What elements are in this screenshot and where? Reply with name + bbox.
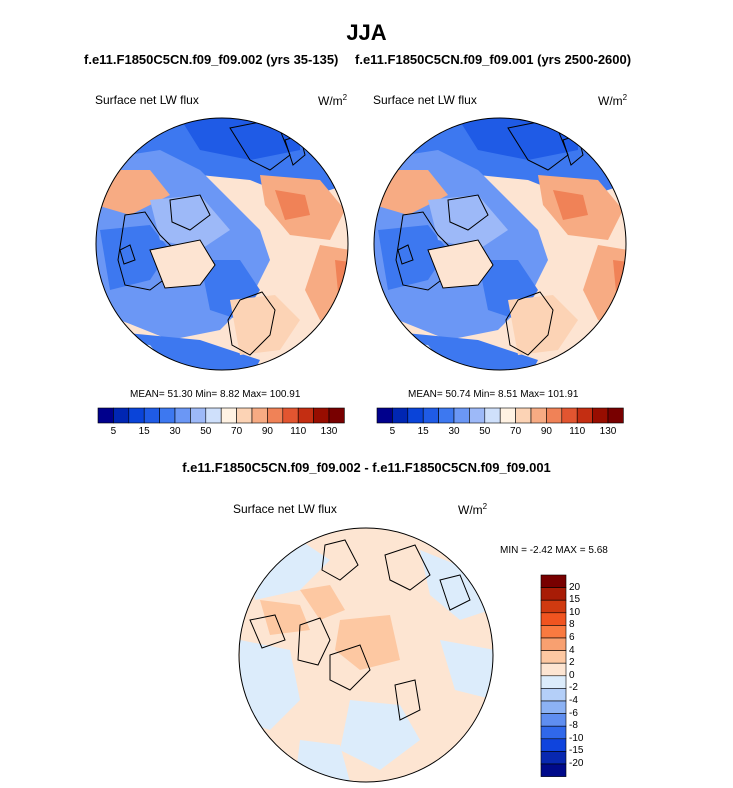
colorbar-swatch bbox=[561, 407, 578, 424]
right-case-title: f.e11.F1850C5CN.f09_f09.001 (yrs 2500-26… bbox=[355, 52, 632, 67]
colorbar-swatch bbox=[313, 407, 330, 424]
colorbar-swatch bbox=[540, 725, 567, 740]
colorbar-swatch bbox=[540, 751, 567, 765]
colorbar-swatch bbox=[376, 407, 393, 424]
colorbar-swatch bbox=[328, 407, 345, 424]
colorbar-tick-label: 20 bbox=[569, 581, 581, 593]
colorbar-tick-label: 70 bbox=[231, 426, 243, 437]
colorbar-swatch bbox=[540, 599, 567, 614]
colorbar-swatch bbox=[220, 407, 237, 424]
colorbar-swatch bbox=[469, 407, 486, 424]
colorbar-tick-label: 5 bbox=[389, 426, 396, 437]
diff-units: W/m2 bbox=[458, 502, 488, 517]
colorbar-tick-label: -10 bbox=[569, 732, 584, 744]
colorbar-tick-label: 90 bbox=[261, 426, 273, 437]
colorbar-tick-label: -6 bbox=[569, 707, 578, 719]
colorbar-swatch bbox=[236, 407, 253, 424]
colorbar-tick-label: 2 bbox=[569, 657, 575, 669]
left-case-title: f.e11.F1850C5CN.f09_f09.002 (yrs 35-135) bbox=[84, 52, 339, 67]
colorbar-tick-label: 0 bbox=[569, 669, 575, 681]
diff-variable-label: Surface net LW flux bbox=[233, 502, 337, 516]
panel2-stats: MEAN= 50.74 Min= 8.51 Max= 101.91 bbox=[408, 389, 579, 400]
colorbar-swatch bbox=[576, 407, 593, 424]
diff-colorbar bbox=[540, 574, 567, 777]
colorbar-swatch bbox=[540, 625, 567, 639]
colorbar-tick-label: 130 bbox=[599, 426, 617, 437]
colorbar-swatch bbox=[174, 407, 191, 424]
colorbar-swatch bbox=[190, 407, 207, 424]
colorbar-tick-label: -8 bbox=[569, 720, 578, 732]
colorbar-swatch bbox=[407, 407, 424, 424]
colorbar-tick-label: -15 bbox=[569, 745, 584, 757]
figure-title: JJA bbox=[346, 20, 387, 45]
panel1-variable-label: Surface net LW flux bbox=[95, 93, 199, 107]
colorbar-swatch bbox=[484, 407, 501, 424]
colorbar-swatch bbox=[438, 407, 455, 424]
colorbar-swatch bbox=[205, 407, 222, 424]
colorbar-swatch bbox=[540, 700, 567, 714]
colorbar-swatch bbox=[540, 650, 567, 664]
colorbar-tick-label: 6 bbox=[569, 632, 575, 643]
panel2-units: W/m2 bbox=[598, 93, 628, 108]
colorbar-swatch bbox=[546, 407, 563, 424]
colorbar-swatch bbox=[540, 637, 567, 651]
colorbar-swatch bbox=[282, 407, 299, 424]
colorbar-tick-label: 110 bbox=[290, 426, 307, 437]
colorbar-swatch bbox=[392, 407, 409, 424]
colorbar-swatch bbox=[540, 738, 567, 752]
colorbar-tick-label: -4 bbox=[569, 695, 578, 706]
colorbar-tick-label: 15 bbox=[138, 426, 150, 437]
colorbar-swatch bbox=[540, 763, 567, 777]
colorbar-swatch bbox=[540, 688, 567, 702]
colorbar-swatch bbox=[128, 407, 145, 424]
colorbar-tick-label: -2 bbox=[569, 682, 578, 694]
colorbar-swatch bbox=[530, 407, 547, 424]
colorbar-swatch bbox=[540, 713, 567, 727]
colorbar-swatch bbox=[267, 407, 284, 424]
colorbar-swatch bbox=[592, 407, 609, 424]
colorbar-tick-label: 50 bbox=[479, 426, 491, 437]
colorbar-swatch bbox=[515, 407, 532, 424]
panel2-map bbox=[373, 117, 627, 371]
panel2-variable-label: Surface net LW flux bbox=[373, 93, 477, 107]
colorbar-tick-label: 90 bbox=[540, 426, 552, 437]
colorbar-tick-label: 130 bbox=[320, 426, 338, 437]
colorbar-swatch bbox=[540, 587, 567, 601]
colorbar-swatch bbox=[540, 675, 567, 689]
colorbar-tick-label: 4 bbox=[569, 644, 575, 656]
colorbar-swatch bbox=[97, 407, 114, 424]
colorbar-swatch bbox=[251, 407, 268, 424]
colorbar-swatch bbox=[499, 407, 516, 424]
colorbar-swatch bbox=[297, 407, 314, 424]
panel1-units: W/m2 bbox=[318, 93, 348, 108]
panel1-stats: MEAN= 51.30 Min= 8.82 Max= 100.91 bbox=[130, 389, 301, 400]
colorbar-tick-label: 15 bbox=[417, 426, 429, 437]
colorbar-swatch bbox=[159, 407, 176, 424]
panel1-colorbar bbox=[97, 407, 345, 424]
colorbar-tick-label: 70 bbox=[510, 426, 522, 437]
colorbar-swatch bbox=[540, 612, 567, 626]
panel3-map bbox=[238, 527, 494, 783]
colorbar-swatch bbox=[143, 407, 160, 424]
colorbar-tick-label: -20 bbox=[569, 758, 584, 769]
colorbar-tick-label: 50 bbox=[200, 426, 212, 437]
colorbar-swatch bbox=[453, 407, 470, 424]
diff-stats: MIN = -2.42 MAX = 5.68 bbox=[500, 545, 608, 556]
colorbar-tick-label: 110 bbox=[569, 426, 586, 437]
colorbar-tick-label: 8 bbox=[569, 619, 575, 631]
colorbar-swatch bbox=[540, 574, 567, 588]
panel1-map bbox=[95, 117, 349, 371]
colorbar-tick-label: 30 bbox=[169, 426, 181, 437]
panel2-colorbar bbox=[376, 407, 624, 424]
colorbar-swatch bbox=[540, 662, 567, 677]
colorbar-swatch bbox=[607, 407, 624, 424]
colorbar-tick-label: 15 bbox=[569, 594, 581, 606]
diff-title: f.e11.F1850C5CN.f09_f09.002 - f.e11.F185… bbox=[182, 460, 551, 475]
colorbar-swatch bbox=[422, 407, 439, 424]
colorbar-swatch bbox=[113, 407, 130, 424]
colorbar-tick-label: 5 bbox=[110, 426, 117, 437]
colorbar-tick-label: 10 bbox=[569, 606, 581, 618]
colorbar-tick-label: 30 bbox=[448, 426, 460, 437]
